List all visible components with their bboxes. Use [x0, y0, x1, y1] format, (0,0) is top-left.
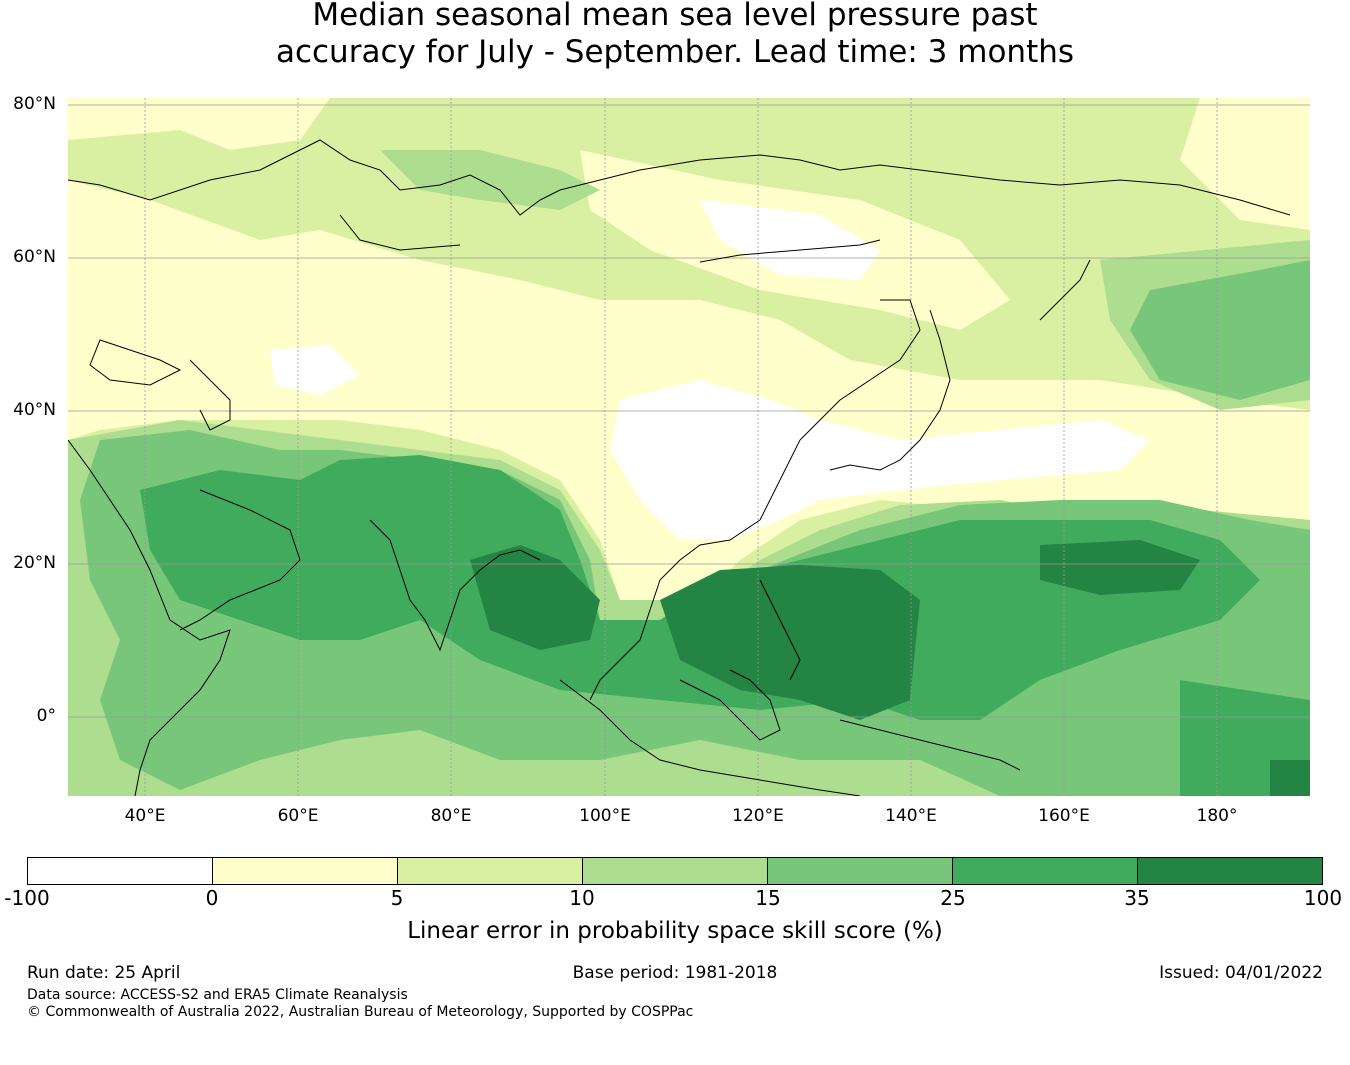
data-source: Data source: ACCESS-S2 and ERA5 Climate … [27, 987, 408, 1003]
colorbar-tick-35: 35 [1124, 886, 1150, 910]
colorbar-bin-0-5 [213, 858, 398, 884]
title-line-1: Median seasonal mean sea level pressure … [312, 0, 1038, 33]
colorbar-label: Linear error in probability space skill … [407, 918, 943, 944]
run-date: Run date: 25 April [27, 963, 181, 983]
colorbar-tick-100: 100 [1303, 886, 1343, 910]
issued-date: Issued: 04/01/2022 [1159, 963, 1323, 983]
lat-label-60n: 60°N [13, 247, 56, 267]
colorbar-bin-15-25 [768, 858, 953, 884]
colorbar-bin-35-100 [1138, 858, 1322, 884]
colorbar-tick-minus-100: -100 [4, 886, 50, 910]
lon-label-60e: 60°E [277, 806, 319, 826]
colorbar-bin-below-0 [28, 858, 213, 884]
colorbar-tick-0: 0 [205, 886, 219, 910]
lon-label-140e: 140°E [885, 806, 937, 826]
colorbar-bin-10-15 [583, 858, 768, 884]
colorbar-tick-25: 25 [940, 886, 966, 910]
lon-label-180: 180° [1196, 806, 1238, 826]
graticule [68, 98, 1310, 796]
lat-label-0: 0° [36, 706, 56, 726]
colorbar-bin-5-10 [398, 858, 583, 884]
copyright: © Commonwealth of Australia 2022, Austra… [27, 1004, 694, 1020]
lat-label-40n: 40°N [13, 400, 56, 420]
lat-label-20n: 20°N [13, 553, 56, 573]
lon-label-80e: 80°E [430, 806, 472, 826]
colorbar-tick-5: 5 [390, 886, 404, 910]
lon-label-40e: 40°E [124, 806, 166, 826]
lat-label-80n: 80°N [13, 94, 56, 114]
colorbar [27, 857, 1323, 885]
coastlines [68, 139, 1291, 796]
lon-label-100e: 100°E [579, 806, 631, 826]
colorbar-tick-15: 15 [755, 886, 781, 910]
colorbar-tick-10: 10 [569, 886, 595, 910]
skill-zone-35-100 [470, 540, 1310, 796]
base-period: Base period: 1981-2018 [572, 963, 778, 983]
title-line-2: accuracy for July - September. Lead time… [275, 34, 1075, 70]
lon-label-120e: 120°E [732, 806, 784, 826]
lon-label-160e: 160°E [1038, 806, 1090, 826]
skill-zone-below-0 [270, 200, 1150, 540]
colorbar-bin-25-35 [953, 858, 1138, 884]
skill-score-map [68, 98, 1310, 796]
